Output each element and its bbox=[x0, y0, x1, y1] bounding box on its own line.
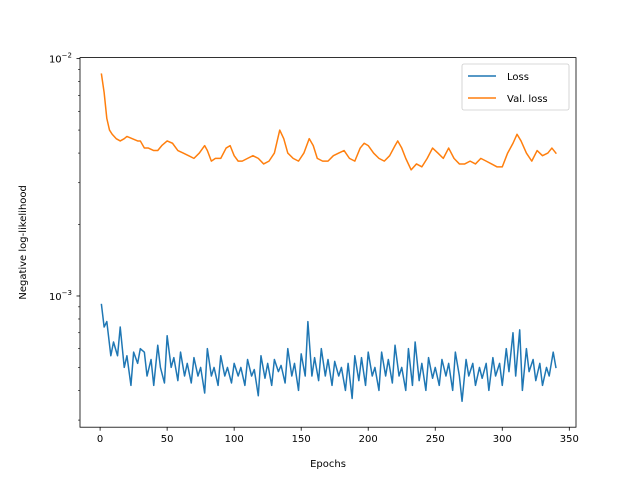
series-layer bbox=[100, 73, 557, 403]
x-axis-label: Epochs bbox=[310, 459, 346, 470]
x-tick-label: 300 bbox=[493, 434, 512, 445]
axes-frame bbox=[79, 57, 577, 428]
series-line-val-loss bbox=[100, 73, 557, 171]
series-line-loss bbox=[100, 303, 557, 403]
legend: Loss Val. loss bbox=[461, 63, 570, 111]
x-tick-label: 100 bbox=[225, 434, 244, 445]
x-tick-label: 0 bbox=[97, 434, 103, 445]
x-tick-label: 200 bbox=[359, 434, 378, 445]
legend-label-loss: Loss bbox=[507, 72, 529, 83]
y-axis-label: Negative log-likelihood bbox=[18, 185, 29, 300]
x-tick-label: 150 bbox=[292, 434, 311, 445]
x-axis-ticks: 0 50 100 150 200 250 300 350 bbox=[97, 427, 579, 445]
x-tick-label: 50 bbox=[161, 434, 174, 445]
x-tick-label: 250 bbox=[426, 434, 445, 445]
x-tick-label: 350 bbox=[560, 434, 579, 445]
legend-label-val-loss: Val. loss bbox=[507, 94, 548, 105]
plot-area: 0 50 100 150 200 250 300 350 10−310−2 bbox=[49, 52, 579, 446]
